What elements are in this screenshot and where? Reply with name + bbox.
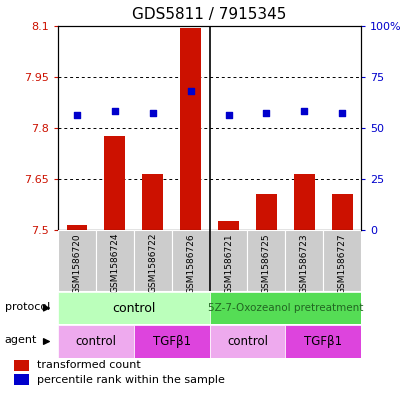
Bar xyxy=(134,230,172,291)
Text: agent: agent xyxy=(5,335,37,345)
Text: transformed count: transformed count xyxy=(37,360,141,370)
Text: GSM1586721: GSM1586721 xyxy=(224,233,233,294)
Bar xyxy=(323,230,361,291)
Bar xyxy=(332,194,352,230)
Point xyxy=(112,108,118,114)
Bar xyxy=(142,174,163,230)
Point xyxy=(263,110,270,117)
Bar xyxy=(172,230,210,291)
Point xyxy=(74,112,81,119)
Bar xyxy=(218,221,239,230)
Bar xyxy=(58,325,134,358)
Point xyxy=(339,110,345,117)
Bar xyxy=(210,292,361,324)
Bar xyxy=(286,230,323,291)
Bar xyxy=(14,374,29,385)
Text: GSM1586725: GSM1586725 xyxy=(262,233,271,294)
Bar xyxy=(58,230,96,291)
Bar xyxy=(286,325,361,358)
Text: TGFβ1: TGFβ1 xyxy=(153,335,191,348)
Text: TGFβ1: TGFβ1 xyxy=(304,335,342,348)
Bar xyxy=(134,325,210,358)
Point xyxy=(301,108,308,114)
Text: control: control xyxy=(227,335,268,348)
Point xyxy=(149,110,156,117)
Bar xyxy=(210,230,247,291)
Bar xyxy=(210,325,286,358)
Bar xyxy=(96,230,134,291)
Bar xyxy=(294,174,315,230)
Text: GSM1586720: GSM1586720 xyxy=(73,233,81,294)
Text: control: control xyxy=(76,335,117,348)
Text: GSM1586726: GSM1586726 xyxy=(186,233,195,294)
Bar xyxy=(247,230,285,291)
Bar xyxy=(67,225,88,230)
Text: control: control xyxy=(112,301,156,315)
Text: GSM1586727: GSM1586727 xyxy=(338,233,347,294)
Text: GSM1586722: GSM1586722 xyxy=(148,233,157,294)
Bar xyxy=(14,360,29,371)
Bar xyxy=(256,194,277,230)
Point xyxy=(187,88,194,94)
Bar xyxy=(180,28,201,230)
Text: protocol: protocol xyxy=(5,301,50,312)
Text: GSM1586723: GSM1586723 xyxy=(300,233,309,294)
Text: percentile rank within the sample: percentile rank within the sample xyxy=(37,375,225,384)
Title: GDS5811 / 7915345: GDS5811 / 7915345 xyxy=(132,7,287,22)
Point xyxy=(225,112,232,119)
Text: GSM1586724: GSM1586724 xyxy=(110,233,120,294)
Bar xyxy=(105,136,125,230)
Text: 5Z-7-Oxozeanol pretreatment: 5Z-7-Oxozeanol pretreatment xyxy=(208,303,363,313)
Bar xyxy=(58,292,210,324)
